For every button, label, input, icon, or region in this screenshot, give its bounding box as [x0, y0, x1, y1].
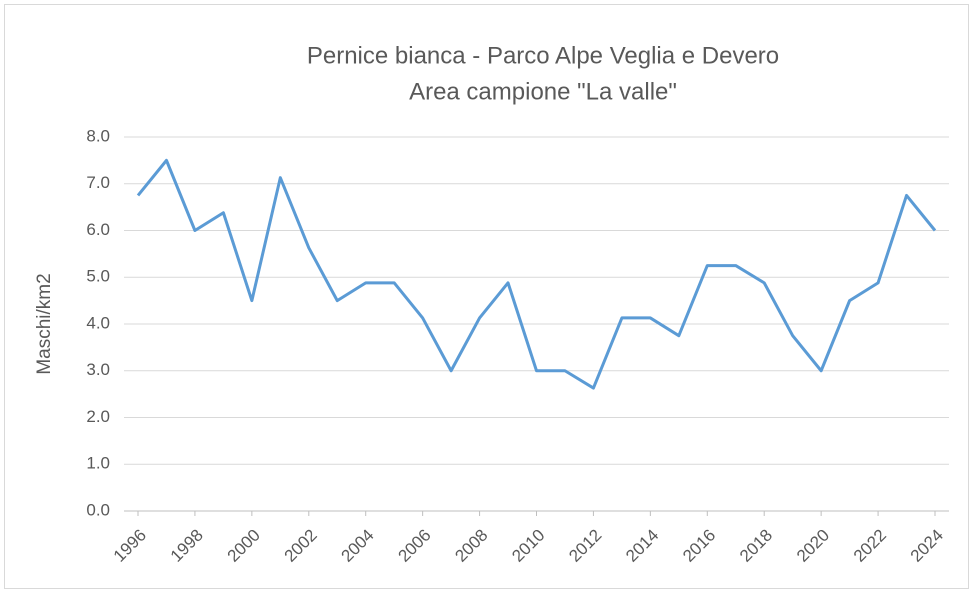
y-tick-label: 3.0	[86, 360, 110, 379]
y-tick-label: 8.0	[86, 126, 110, 145]
y-tick-label: 2.0	[86, 407, 110, 426]
y-tick-label: 4.0	[86, 313, 110, 332]
chart-title: Pernice bianca - Parco Alpe Veglia e Dev…	[307, 42, 779, 69]
y-axis-label: Maschi/km2	[34, 273, 55, 374]
y-tick-label: 6.0	[86, 220, 110, 239]
chart-subtitle: Area campione "La valle"	[409, 78, 677, 105]
y-tick-label: 0.0	[86, 500, 110, 519]
y-tick-label: 7.0	[86, 173, 110, 192]
chart-frame	[4, 4, 969, 589]
data-line	[136, 158, 937, 390]
y-tick-label: 1.0	[86, 454, 110, 473]
y-tick-label: 5.0	[86, 267, 110, 286]
